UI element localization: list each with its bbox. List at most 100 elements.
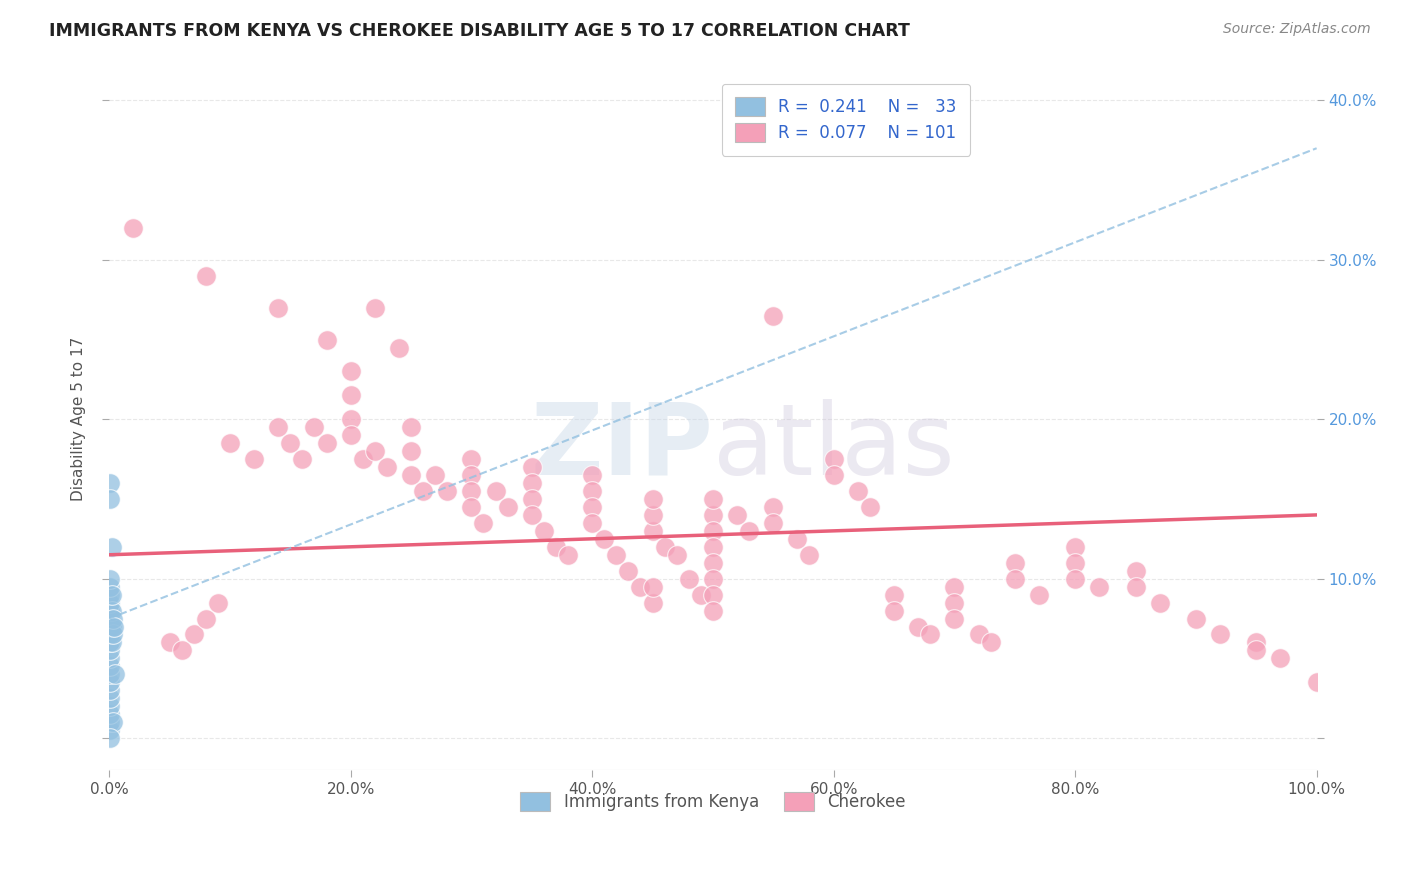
Point: [159, 635, 181, 649]
Point: [339, 428, 361, 442]
Point: [702, 572, 724, 586]
Point: [725, 508, 748, 522]
Point: [460, 452, 482, 467]
Point: [98, 715, 121, 730]
Point: [100, 619, 122, 633]
Point: [907, 619, 929, 633]
Point: [641, 524, 664, 538]
Text: Source: ZipAtlas.com: Source: ZipAtlas.com: [1223, 22, 1371, 37]
Point: [665, 548, 688, 562]
Point: [100, 588, 122, 602]
Point: [98, 667, 121, 681]
Point: [1088, 580, 1111, 594]
Point: [702, 603, 724, 617]
Point: [859, 500, 882, 514]
Point: [100, 540, 122, 554]
Y-axis label: Disability Age 5 to 17: Disability Age 5 to 17: [72, 337, 86, 501]
Point: [98, 691, 121, 706]
Point: [641, 596, 664, 610]
Point: [399, 444, 422, 458]
Point: [436, 483, 458, 498]
Point: [943, 580, 966, 594]
Point: [1244, 643, 1267, 657]
Point: [581, 483, 603, 498]
Point: [678, 572, 700, 586]
Point: [98, 596, 121, 610]
Point: [520, 460, 543, 475]
Point: [593, 532, 616, 546]
Point: [496, 500, 519, 514]
Point: [98, 643, 121, 657]
Point: [278, 436, 301, 450]
Point: [641, 508, 664, 522]
Point: [103, 619, 125, 633]
Point: [460, 468, 482, 483]
Point: [100, 603, 122, 617]
Point: [1004, 556, 1026, 570]
Point: [702, 508, 724, 522]
Point: [544, 540, 567, 554]
Point: [630, 580, 652, 594]
Point: [1305, 675, 1327, 690]
Point: [1244, 635, 1267, 649]
Point: [98, 683, 121, 698]
Point: [375, 460, 398, 475]
Point: [1064, 572, 1087, 586]
Point: [98, 659, 121, 673]
Point: [98, 627, 121, 641]
Point: [1064, 540, 1087, 554]
Text: ZIP: ZIP: [530, 399, 713, 496]
Point: [846, 483, 869, 498]
Point: [654, 540, 676, 554]
Point: [98, 611, 121, 625]
Point: [520, 491, 543, 506]
Point: [101, 611, 124, 625]
Point: [170, 643, 193, 657]
Point: [98, 651, 121, 665]
Point: [98, 731, 121, 745]
Point: [291, 452, 314, 467]
Point: [352, 452, 374, 467]
Point: [762, 500, 785, 514]
Point: [98, 723, 121, 738]
Point: [98, 635, 121, 649]
Point: [98, 476, 121, 491]
Point: [484, 483, 506, 498]
Point: [1149, 596, 1171, 610]
Point: [194, 611, 217, 625]
Point: [581, 500, 603, 514]
Text: IMMIGRANTS FROM KENYA VS CHEROKEE DISABILITY AGE 5 TO 17 CORRELATION CHART: IMMIGRANTS FROM KENYA VS CHEROKEE DISABI…: [49, 22, 910, 40]
Point: [267, 420, 290, 434]
Point: [883, 588, 905, 602]
Point: [883, 603, 905, 617]
Point: [339, 412, 361, 426]
Point: [364, 444, 387, 458]
Point: [219, 436, 242, 450]
Point: [100, 635, 122, 649]
Point: [533, 524, 555, 538]
Point: [315, 436, 337, 450]
Legend: Immigrants from Kenya, Cherokee: Immigrants from Kenya, Cherokee: [506, 779, 920, 825]
Point: [1270, 651, 1292, 665]
Point: [98, 572, 121, 586]
Point: [98, 707, 121, 722]
Point: [980, 635, 1002, 649]
Point: [617, 564, 640, 578]
Point: [786, 532, 808, 546]
Point: [1185, 611, 1208, 625]
Point: [641, 491, 664, 506]
Point: [399, 468, 422, 483]
Point: [101, 715, 124, 730]
Point: [194, 268, 217, 283]
Point: [104, 667, 127, 681]
Point: [520, 508, 543, 522]
Point: [581, 516, 603, 530]
Point: [762, 309, 785, 323]
Point: [98, 699, 121, 714]
Point: [823, 452, 845, 467]
Point: [98, 619, 121, 633]
Point: [98, 580, 121, 594]
Point: [267, 301, 290, 315]
Point: [388, 341, 411, 355]
Point: [364, 301, 387, 315]
